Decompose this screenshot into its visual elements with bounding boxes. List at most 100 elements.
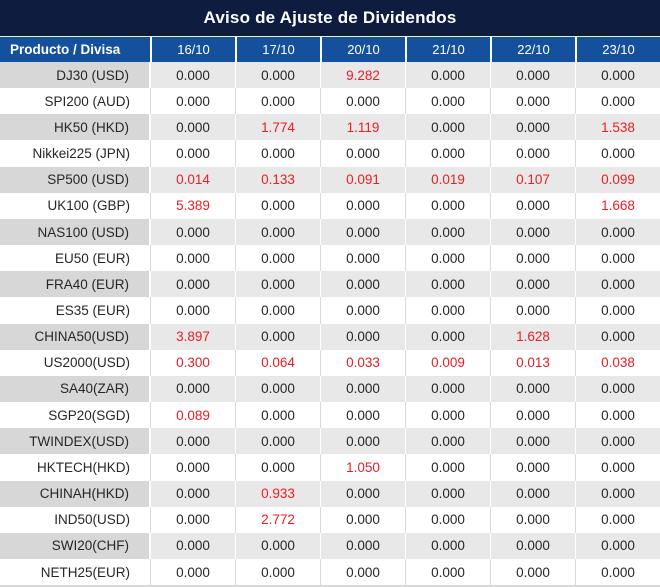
value-cell: 0.000	[320, 558, 405, 586]
value-cell: 1.668	[575, 192, 660, 219]
value-cell: 0.000	[235, 245, 320, 272]
value-cell: 0.000	[150, 454, 235, 481]
value-cell: 0.000	[490, 271, 575, 298]
value-cell: 0.300	[150, 349, 235, 376]
value-cell: 0.000	[405, 428, 490, 455]
value-cell: 0.000	[235, 558, 320, 586]
value-cell: 0.000	[405, 62, 490, 89]
value-cell: 0.000	[235, 323, 320, 350]
value-cell: 1.774	[235, 114, 320, 141]
product-label: CHINAH(HKD)	[0, 480, 150, 507]
product-label: NAS100 (USD)	[0, 218, 150, 246]
value-cell: 0.000	[320, 245, 405, 272]
table-row: SP500 (USD) 0.014 0.133 0.091 0.019 0.107 0.09…	[0, 166, 660, 193]
value-cell: 0.000	[150, 62, 235, 89]
value-cell: 0.000	[235, 271, 320, 298]
value-cell: 0.000	[490, 245, 575, 272]
value-cell: 0.000	[405, 558, 490, 586]
value-cell: 0.000	[575, 140, 660, 167]
value-cell: 1.119	[320, 114, 405, 141]
product-label: SWI20(CHF)	[0, 532, 150, 559]
value-cell: 0.009	[405, 349, 490, 376]
column-header-date-5: 22/10	[490, 37, 575, 62]
product-label: HKTECH(HKD)	[37, 459, 130, 475]
value-cell: 1.050	[320, 454, 405, 481]
value-cell: 0.000	[575, 558, 660, 586]
value-cell: 0.000	[575, 506, 660, 533]
value-cell: 0.000	[405, 218, 490, 246]
value-cell: 0.000	[575, 454, 660, 481]
column-header-date-4: 21/10	[405, 37, 490, 62]
product-label: UK100 (GBP)	[47, 198, 130, 214]
value-cell: 0.000	[320, 323, 405, 350]
value-cell: 0.000	[490, 532, 575, 559]
value-cell: 0.089	[150, 402, 235, 429]
value-cell: 0.000	[320, 506, 405, 533]
table-row: ES35 (EUR) 0.000 0.000 0.000 0.000 0.000 0.000	[0, 297, 660, 324]
table-row: SWI20(CHF) 0.000 0.000 0.000 0.000 0.000 0.000	[0, 532, 660, 559]
value-cell: 0.033	[320, 349, 405, 376]
value-cell: 0.000	[405, 114, 490, 141]
value-cell: 1.538	[575, 114, 660, 141]
value-cell: 0.000	[490, 480, 575, 507]
value-cell: 0.000	[575, 402, 660, 429]
product-label: CHINA50(USD)	[0, 323, 150, 350]
value-cell: 0.000	[490, 192, 575, 219]
value-cell: 5.389	[150, 192, 235, 219]
value-cell: 0.000	[150, 271, 235, 298]
product-label: SGP20(SGD)	[48, 407, 130, 423]
value-cell: 0.000	[575, 271, 660, 298]
table-row: CHINAH(HKD) 0.000 0.933 0.000 0.000 0.000 0.00…	[0, 480, 660, 507]
value-cell: 0.000	[320, 271, 405, 298]
value-cell: 0.000	[150, 218, 235, 246]
value-cell: 0.000	[235, 297, 320, 324]
table-row: CHINA50(USD) 3.897 0.000 0.000 0.000 1.628 0.0…	[0, 323, 660, 350]
product-label: US2000(USD)	[43, 355, 130, 371]
value-cell: 0.000	[150, 114, 235, 141]
value-cell: 0.000	[320, 192, 405, 219]
value-cell: 0.000	[490, 454, 575, 481]
value-cell: 0.000	[320, 428, 405, 455]
value-cell: 0.000	[320, 532, 405, 559]
value-cell: 0.000	[150, 428, 235, 455]
table-row: SA40(ZAR) 0.000 0.000 0.000 0.000 0.000 0.000	[0, 375, 660, 403]
value-cell: 0.000	[235, 532, 320, 559]
value-cell: 0.000	[150, 532, 235, 559]
value-cell: 0.000	[320, 480, 405, 507]
value-cell: 0.000	[405, 375, 490, 403]
value-cell: 0.000	[490, 140, 575, 167]
product-label: NETH25(EUR)	[40, 564, 130, 580]
table-row: HKTECH(HKD) 0.000 0.000 1.050 0.000 0.000 0.00…	[0, 454, 660, 481]
value-cell: 0.000	[405, 402, 490, 429]
value-cell: 0.000	[405, 192, 490, 219]
value-cell: 0.000	[320, 218, 405, 246]
value-cell: 0.000	[405, 506, 490, 533]
value-cell: 0.000	[235, 402, 320, 429]
value-cell: 0.000	[320, 88, 405, 115]
column-header-product: Producto / Divisa	[10, 42, 121, 57]
value-cell: 0.038	[575, 349, 660, 376]
value-cell: 0.000	[150, 297, 235, 324]
value-cell: 0.000	[235, 140, 320, 167]
product-label: Nikkei225 (JPN)	[32, 146, 130, 162]
product-label: SP500 (USD)	[0, 166, 150, 193]
value-cell: 0.000	[490, 88, 575, 115]
page-title: Aviso de Ajuste de Dividendos	[0, 0, 660, 36]
value-cell: 0.000	[235, 428, 320, 455]
value-cell: 0.000	[405, 88, 490, 115]
value-cell: 0.000	[405, 323, 490, 350]
table-row: FRA40 (EUR) 0.000 0.000 0.000 0.000 0.000 0.00…	[0, 271, 660, 298]
value-cell: 2.772	[235, 506, 320, 533]
column-header-date-3: 20/10	[320, 37, 405, 62]
value-cell: 0.000	[320, 375, 405, 403]
product-label: DJ30 (USD)	[0, 62, 150, 89]
value-cell: 0.000	[150, 506, 235, 533]
value-cell: 9.282	[320, 62, 405, 89]
value-cell: 0.000	[405, 271, 490, 298]
table-row: NETH25(EUR) 0.000 0.000 0.000 0.000 0.000 0.00…	[0, 558, 660, 586]
value-cell: 0.099	[575, 166, 660, 193]
value-cell: 0.000	[490, 297, 575, 324]
value-cell: 0.000	[575, 480, 660, 507]
value-cell: 0.000	[575, 323, 660, 350]
